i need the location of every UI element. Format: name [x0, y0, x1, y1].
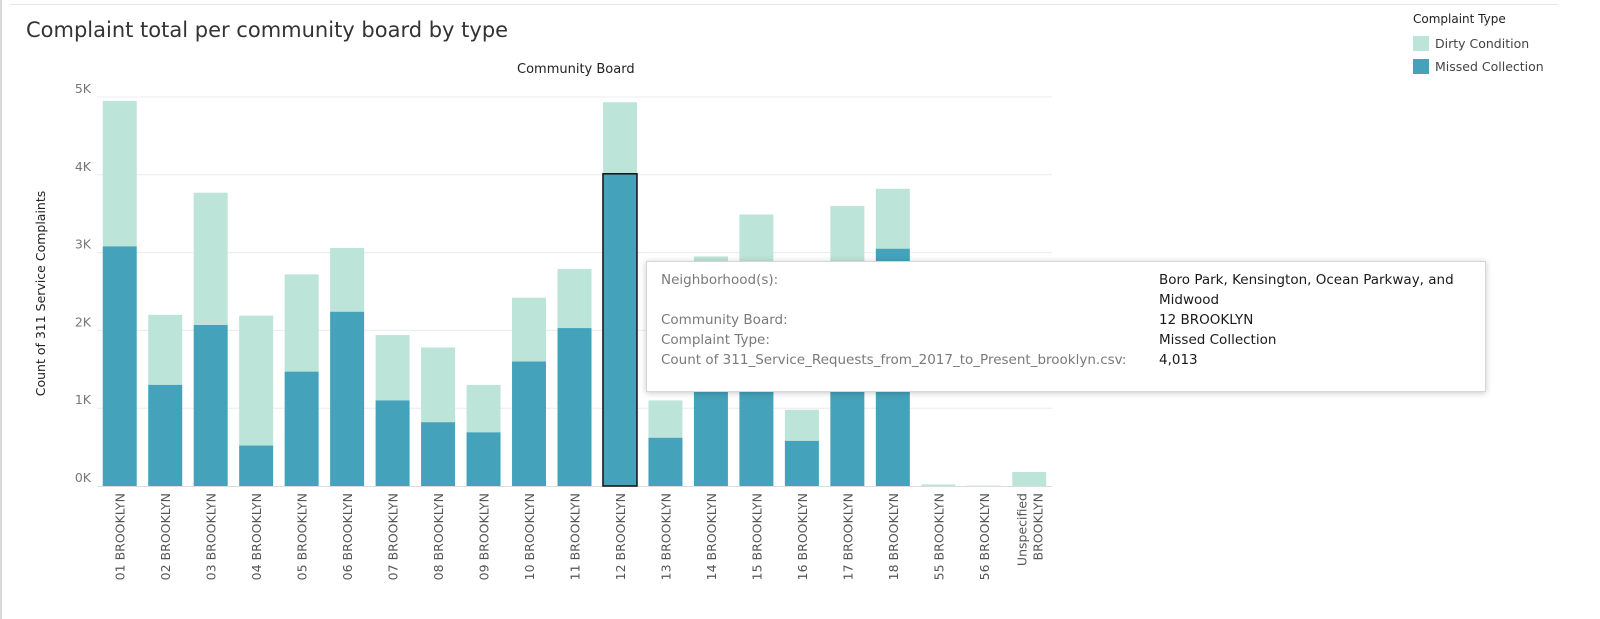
bar-missed-collection — [512, 361, 547, 486]
bar-missed-collection — [284, 371, 319, 486]
bar-missed-collection — [239, 445, 274, 486]
x-category-label: BROOKLYN — [1030, 493, 1045, 560]
x-category-label: 12 BROOKLYN — [613, 493, 628, 580]
chart-title: Complaint total per community board by t… — [26, 18, 509, 42]
x-category-label: 08 BROOKLYN — [431, 493, 446, 580]
legend: Complaint Type Dirty Condition Missed Co… — [1413, 12, 1593, 78]
x-category-label: 18 BROOKLYN — [886, 493, 901, 580]
bar-dirty-condition — [284, 274, 319, 372]
bar-missed-collection — [602, 173, 638, 487]
bar-dirty-condition — [421, 347, 456, 423]
legend-item-dirty-condition[interactable]: Dirty Condition — [1413, 32, 1593, 55]
bar-dirty-condition — [784, 409, 819, 441]
bar-dirty-condition — [375, 335, 410, 401]
legend-title: Complaint Type — [1413, 12, 1506, 26]
left-border — [0, 0, 2, 619]
legend-label-dirty-condition: Dirty Condition — [1435, 36, 1530, 51]
x-category-label: 55 BROOKLYN — [931, 493, 946, 580]
bar-missed-collection — [330, 311, 365, 486]
y-tick-label: 0K — [75, 470, 92, 485]
x-category-label: 09 BROOKLYN — [477, 493, 492, 580]
tooltip-value-complaint-type: Missed Collection — [1159, 332, 1277, 348]
bar-dirty-condition — [466, 384, 501, 433]
x-category-label: 02 BROOKLYN — [158, 493, 173, 580]
top-border — [10, 4, 1558, 5]
tooltip-value-count: 4,013 — [1159, 352, 1198, 368]
bar-dirty-condition — [512, 297, 547, 362]
y-tick-label: 4K — [75, 159, 92, 174]
x-category-label: 56 BROOKLYN — [977, 493, 992, 580]
bar-missed-collection — [102, 246, 137, 486]
bar-dirty-condition — [148, 314, 183, 385]
bar-missed-collection — [466, 432, 501, 486]
bar-dirty-condition — [648, 400, 683, 438]
x-category-label: 07 BROOKLYN — [386, 493, 401, 580]
tooltip-value-community-board: 12 BROOKLYN — [1159, 312, 1254, 328]
tooltip-label-count: Count of 311_Service_Requests_from_2017_… — [661, 352, 1127, 368]
bar-missed-collection — [421, 422, 456, 486]
x-category-label: 17 BROOKLYN — [840, 493, 855, 580]
bar-missed-collection — [648, 437, 683, 486]
bar-dirty-condition — [193, 192, 228, 325]
y-tick-label: 2K — [75, 314, 92, 329]
y-tick-label: 3K — [75, 237, 92, 252]
bar-dirty-condition — [875, 188, 910, 249]
x-category-label: 05 BROOKLYN — [295, 493, 310, 580]
x-category-label: 13 BROOKLYN — [658, 493, 673, 580]
x-category-label: 10 BROOKLYN — [522, 493, 537, 580]
x-category-label: 01 BROOKLYN — [113, 493, 128, 580]
legend-swatch-dirty-condition — [1413, 36, 1429, 51]
x-category-label: Unspecified — [1014, 493, 1029, 566]
bar-dirty-condition — [102, 100, 137, 247]
x-category-label: 04 BROOKLYN — [249, 493, 264, 580]
tooltip-label-complaint-type: Complaint Type: — [661, 332, 770, 348]
x-category-label: 03 BROOKLYN — [204, 493, 219, 580]
tooltip: Neighborhood(s): Boro Park, Kensington, … — [646, 261, 1486, 392]
bar-dirty-condition — [239, 315, 274, 446]
bar-dirty-condition — [557, 268, 592, 329]
legend-label-missed-collection: Missed Collection — [1435, 59, 1544, 74]
y-axis-title: Count of 311 Service Complaints — [33, 191, 48, 397]
legend-item-missed-collection[interactable]: Missed Collection — [1413, 55, 1593, 78]
y-tick-label: 1K — [75, 392, 92, 407]
y-tick-label: 5K — [75, 81, 92, 96]
bar-dirty-condition — [602, 102, 637, 174]
bar-missed-collection — [375, 400, 410, 486]
x-category-label: 16 BROOKLYN — [795, 493, 810, 580]
bar-dirty-condition — [921, 484, 956, 486]
tooltip-label-neighborhoods: Neighborhood(s): — [661, 272, 779, 288]
x-category-label: 11 BROOKLYN — [568, 493, 583, 580]
bar-dirty-condition — [330, 247, 365, 312]
column-header-label: Community Board — [517, 62, 635, 77]
bar-missed-collection — [148, 384, 183, 486]
bar-missed-collection — [557, 328, 592, 486]
legend-swatch-missed-collection — [1413, 59, 1429, 74]
bar-missed-collection — [784, 440, 819, 486]
bar-missed-collection — [193, 324, 228, 486]
tooltip-value-neighborhoods: Boro Park, Kensington, Ocean Parkway, an… — [1159, 272, 1454, 308]
x-category-label: 14 BROOKLYN — [704, 493, 719, 580]
x-category-label: 06 BROOKLYN — [340, 493, 355, 580]
tooltip-label-community-board: Community Board: — [661, 312, 788, 328]
x-category-label: 15 BROOKLYN — [749, 493, 764, 580]
bar-dirty-condition — [1012, 471, 1047, 486]
